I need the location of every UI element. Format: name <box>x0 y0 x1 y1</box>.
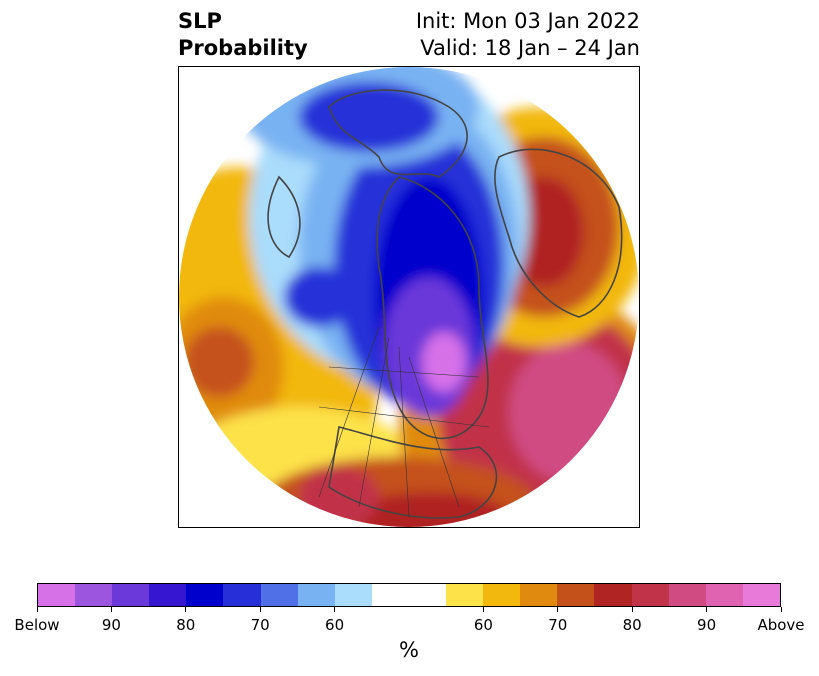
colorbar-cell <box>705 584 743 606</box>
colorbar-tick <box>482 607 484 612</box>
mexico-above-core <box>299 467 379 527</box>
colorbar-tick <box>706 607 708 612</box>
greenland-below-core <box>299 82 439 152</box>
colorbar-tick <box>185 607 187 612</box>
colorbar-cell <box>668 584 706 606</box>
colorbar-tick-label: 80 <box>622 616 642 634</box>
colorbar-cell <box>297 584 335 606</box>
colorbar-tick <box>334 607 336 612</box>
title-line-1: SLP <box>178 9 222 33</box>
colorbar-cell <box>334 584 372 606</box>
graticule <box>318 326 490 518</box>
date-info: Init: Mon 03 Jan 2022 Valid: 18 Jan – 24… <box>416 8 640 62</box>
colorbar-cell <box>112 584 150 606</box>
chart-title: SLP Probability <box>178 8 308 62</box>
alaska-below-core <box>284 267 354 327</box>
colorbar-cell <box>446 584 484 606</box>
coastlines <box>267 89 623 519</box>
colorbar-cell <box>75 584 113 606</box>
colorbar-tick <box>780 607 782 612</box>
colorbar-cell <box>483 584 521 606</box>
colorbar-tick <box>631 607 633 612</box>
title-line-2: Probability <box>178 36 308 60</box>
colorbar <box>37 583 781 607</box>
colorbar-tick-label: Above <box>757 616 805 634</box>
colorbar-cell <box>557 584 595 606</box>
atlantic-above-core <box>509 342 629 482</box>
colorbar-tick-label: 90 <box>101 616 121 634</box>
colorbar-cell <box>149 584 187 606</box>
colorbar-tick <box>36 607 38 612</box>
colorbar-cell <box>371 584 409 606</box>
valid-range: Valid: 18 Jan – 24 Jan <box>420 36 640 60</box>
colorbar-tick-label: 90 <box>697 616 717 634</box>
colorbar-tick-label: 60 <box>473 616 493 634</box>
pacific-above-peak <box>184 327 254 397</box>
colorbar-cell <box>186 584 224 606</box>
colorbar-cell <box>260 584 298 606</box>
probability-map <box>179 67 639 527</box>
colorbar-tick <box>557 607 559 612</box>
canada-below-peak <box>422 332 466 392</box>
colorbar-cell <box>38 584 76 606</box>
map-panel <box>178 66 640 528</box>
colorbar-tick <box>259 607 261 612</box>
init-date: Init: Mon 03 Jan 2022 <box>415 9 640 33</box>
colorbar-cell <box>594 584 632 606</box>
colorbar-tick-label: 80 <box>176 616 196 634</box>
colorbar-cell <box>520 584 558 606</box>
colorbar-tick <box>110 607 112 612</box>
colorbar-tick-label: 60 <box>325 616 345 634</box>
colorbar-cell <box>631 584 669 606</box>
colorbar-cell <box>223 584 261 606</box>
colorbar-tick-label: Below <box>14 616 60 634</box>
colorbar-unit: % <box>399 638 419 662</box>
colorbar-tick-label: 70 <box>250 616 270 634</box>
colorbar-cell <box>408 584 447 606</box>
colorbar-tick-label: 70 <box>548 616 568 634</box>
colorbar-cell <box>742 584 780 606</box>
